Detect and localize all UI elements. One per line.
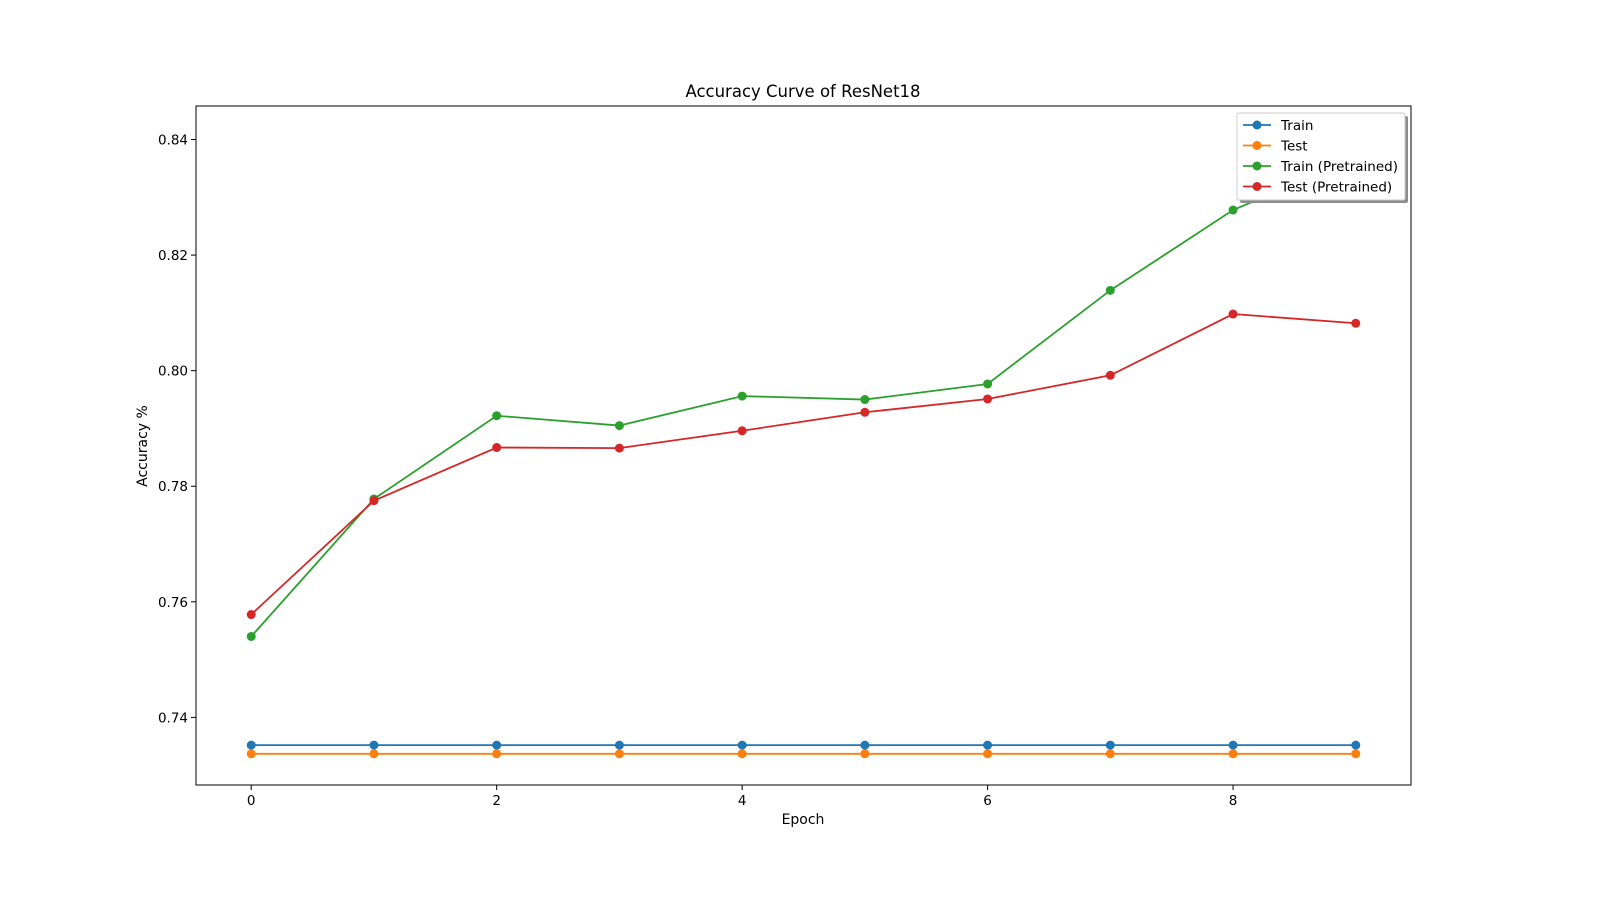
data-point-train (614, 740, 624, 750)
legend-swatch-marker (1252, 141, 1262, 150)
data-point-test-pretrained (246, 610, 256, 620)
data-point-train-pretrained (492, 411, 502, 421)
data-point-test-pretrained (860, 407, 870, 417)
data-point-train-pretrained (1228, 205, 1238, 215)
data-point-test (860, 749, 870, 759)
series-line-train-pretrained (250, 157, 1357, 638)
data-point-train (369, 740, 379, 750)
data-point-test-pretrained (1351, 318, 1361, 328)
y-tick-label: 0.74 (158, 710, 188, 726)
y-tick-label: 0.84 (158, 133, 188, 149)
y-tick-label: 0.80 (158, 364, 188, 380)
legend-box (1236, 112, 1406, 201)
series-test-pretrained (246, 309, 1361, 620)
legend-label: Test (1280, 139, 1308, 155)
series-train-pretrained (246, 153, 1361, 641)
y-tick-label: 0.76 (158, 595, 188, 611)
axes-frame (195, 105, 1412, 786)
data-point-train (860, 740, 870, 750)
data-point-train (737, 740, 747, 750)
data-point-train (246, 740, 256, 750)
data-point-test (983, 749, 993, 759)
x-axis: 0 2 4 6 8 (247, 785, 1237, 809)
x-tick-label: 0 (247, 793, 256, 809)
data-point-test (737, 749, 747, 759)
data-point-test (369, 749, 379, 759)
x-tick-label: 4 (738, 793, 747, 809)
data-point-train (1228, 740, 1238, 750)
data-point-test (246, 749, 256, 759)
data-point-test-pretrained (369, 496, 379, 506)
data-point-test (1105, 749, 1115, 759)
legend-item: Test (Pretrained) (1243, 180, 1392, 196)
data-point-test-pretrained (983, 394, 993, 404)
legend-swatch-marker (1252, 120, 1262, 130)
data-point-test (1228, 749, 1238, 759)
data-point-test (492, 749, 502, 759)
data-point-test-pretrained (1105, 370, 1115, 380)
legend-swatch-marker (1252, 161, 1262, 171)
data-point-train-pretrained (983, 379, 993, 389)
data-point-train-pretrained (246, 631, 256, 641)
y-tick-label: 0.82 (158, 248, 188, 264)
x-tick-label: 8 (1229, 793, 1238, 809)
legend-label: Train (Pretrained) (1280, 159, 1398, 175)
data-point-test (1351, 749, 1361, 759)
data-point-train (492, 740, 502, 750)
y-tick-label: 0.78 (158, 479, 188, 495)
legend-item: Train (Pretrained) (1243, 159, 1398, 175)
data-point-train (983, 740, 993, 750)
data-point-train-pretrained (614, 421, 624, 431)
series-line-test-pretrained (250, 313, 1356, 616)
legend-item: Test (1243, 139, 1308, 155)
data-point-train (1351, 740, 1361, 750)
series-train (246, 740, 1361, 750)
legend-label: Test (Pretrained) (1280, 180, 1392, 196)
chart-title: Accuracy Curve of ResNet18 (685, 82, 920, 101)
legend-label: Train (1280, 118, 1313, 134)
legend-item: Train (1243, 118, 1313, 134)
data-point-test-pretrained (614, 443, 624, 453)
x-axis-label: Epoch (782, 812, 825, 828)
data-point-test-pretrained (1228, 309, 1238, 319)
legend: Train Test Train (Pretrained) Test (Pretrai… (1236, 112, 1408, 203)
series-test (246, 749, 1361, 759)
data-point-train-pretrained (1105, 285, 1115, 295)
data-point-test-pretrained (737, 426, 747, 436)
y-axis-label: Accuracy % (135, 405, 151, 487)
x-tick-label: 2 (492, 793, 501, 809)
legend-swatch-marker (1252, 182, 1262, 191)
data-point-train-pretrained (737, 391, 747, 401)
x-tick-label: 6 (983, 793, 992, 809)
data-point-test-pretrained (492, 443, 502, 453)
data-point-train-pretrained (860, 395, 870, 405)
series-layer (246, 153, 1361, 759)
plot-area (195, 105, 1412, 786)
data-point-test (614, 749, 624, 759)
data-point-train (1105, 740, 1115, 750)
y-axis: 0.74 0.76 0.78 0.80 0.82 0.84 (158, 133, 196, 726)
